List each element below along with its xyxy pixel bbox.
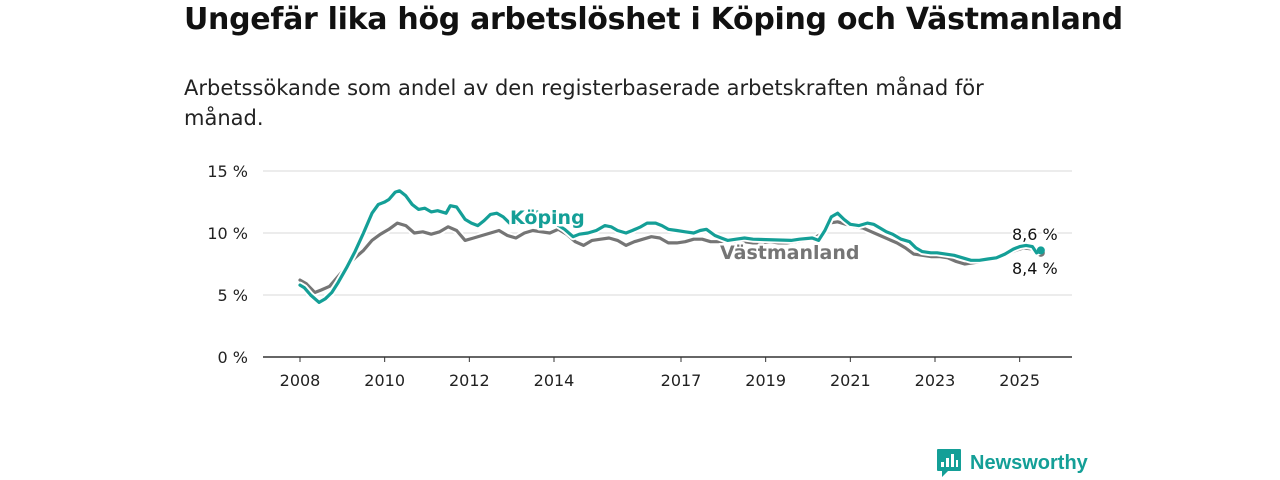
series-label: Västmanland (720, 242, 860, 264)
y-tick-label: 10 % (207, 224, 248, 243)
end-value-label: 8,4 % (1012, 259, 1058, 278)
series-lines (296, 187, 1045, 306)
y-tick-label: 5 % (218, 286, 248, 305)
x-tick-label: 2010 (364, 371, 405, 390)
chart-title: Ungefär lika hög arbetslöshet i Köping o… (184, 2, 1123, 37)
x-axis (263, 356, 1072, 362)
newsworthy-brand: Newsworthy (936, 448, 1088, 478)
x-axis-tick-labels: 2008 2010 2012 2014 2017 2019 2021 2023 2025 (280, 371, 1040, 390)
x-tick-label: 2021 (830, 371, 871, 390)
x-tick-label: 2008 (280, 371, 321, 390)
series-line-halo (296, 187, 1045, 306)
x-tick-label: 2012 (449, 371, 490, 390)
brand-name: Newsworthy (970, 451, 1088, 474)
chart-subtitle: Arbetssökande som andel av den registerb… (184, 76, 984, 130)
series-line-vastmanland (298, 220, 1043, 295)
series-end-point (1036, 246, 1045, 255)
end-value-labels: 8,6 % 8,4 % (1010, 223, 1060, 280)
grid-lines (263, 170, 1072, 296)
x-tick-label: 2014 (534, 371, 575, 390)
y-axis-tick-labels: 0 % 5 % 10 % 15 % (207, 162, 248, 367)
x-tick-label: 2017 (661, 371, 702, 390)
series-line-koping (298, 189, 1043, 304)
y-tick-label: 15 % (207, 162, 248, 181)
x-tick-label: 2023 (915, 371, 956, 390)
series-label: Köping (510, 207, 585, 229)
series-labels: Köping Västmanland (508, 205, 863, 267)
y-tick-label: 0 % (218, 348, 248, 367)
newsworthy-logo-icon (937, 449, 961, 477)
x-tick-label: 2019 (745, 371, 786, 390)
end-value-label: 8,6 % (1012, 225, 1058, 244)
x-tick-label: 2025 (999, 371, 1040, 390)
